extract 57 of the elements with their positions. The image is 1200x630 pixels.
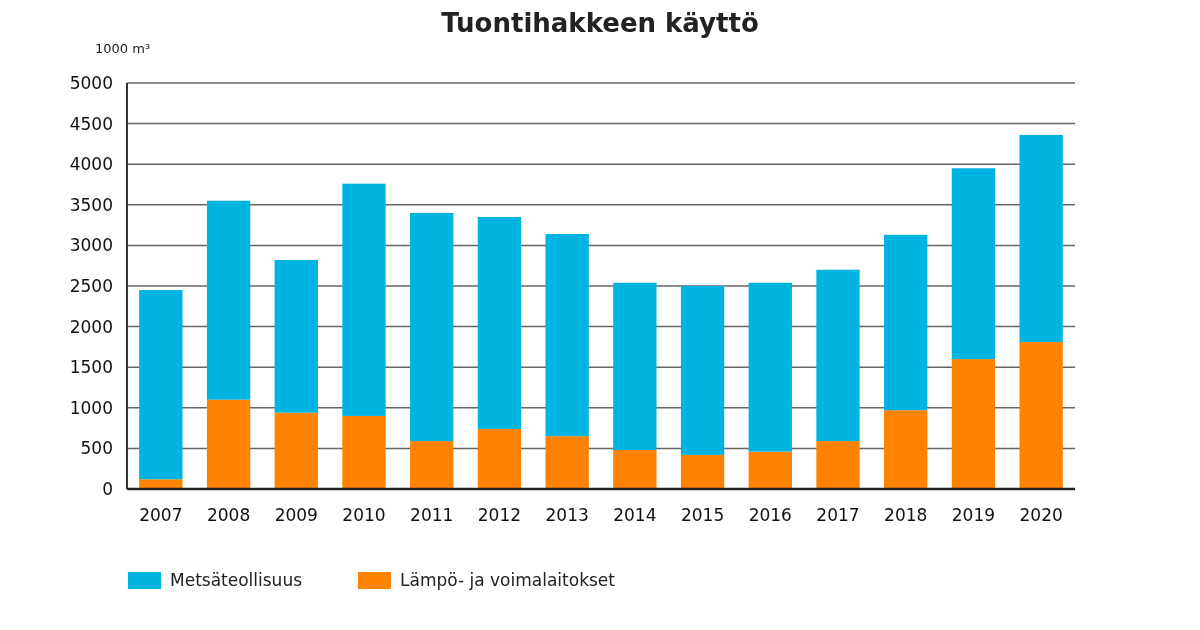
bar <box>545 436 589 489</box>
bar <box>816 269 860 442</box>
bar <box>342 183 386 416</box>
x-tick-label: 2018 <box>884 505 928 525</box>
y-tick-label: 2000 <box>69 316 113 337</box>
x-tick-label: 2015 <box>680 505 725 525</box>
bar <box>477 216 522 429</box>
x-tick-label: 2019 <box>951 505 996 525</box>
bar <box>1019 342 1063 489</box>
bar <box>410 212 454 442</box>
x-tick-label: 2009 <box>274 505 318 525</box>
x-tick-label: 2010 <box>342 505 386 525</box>
bar <box>1019 134 1063 343</box>
y-tick-label: 5000 <box>69 72 113 93</box>
x-tick-label: 2017 <box>816 505 860 525</box>
bar <box>816 441 860 489</box>
y-tick-label: 2500 <box>69 275 113 296</box>
bar <box>884 234 928 411</box>
bar <box>206 399 251 489</box>
bar <box>613 282 657 451</box>
bar <box>545 234 589 437</box>
bar <box>680 286 725 455</box>
bar <box>410 441 454 489</box>
x-tick-label: 2011 <box>410 505 454 525</box>
y-tick-label: 1000 <box>69 397 113 418</box>
bar <box>342 415 386 489</box>
y-tick-label: 4000 <box>69 154 113 175</box>
bar <box>477 428 522 489</box>
bar <box>613 450 657 489</box>
x-tick-label: 2008 <box>206 505 251 525</box>
x-tick-label: 2016 <box>748 505 792 525</box>
bar <box>884 410 928 489</box>
x-tick-label: 2013 <box>545 505 589 525</box>
bar <box>274 412 318 489</box>
bar <box>274 260 318 413</box>
bar <box>951 359 996 489</box>
legend-label: Metsäteollisuus <box>170 569 303 590</box>
bar <box>748 451 792 489</box>
y-tick-label: 3000 <box>69 235 113 256</box>
x-tick-label: 2012 <box>477 505 522 525</box>
x-tick-label: 2007 <box>139 505 183 525</box>
y-tick-label: 0 <box>102 478 113 499</box>
y-tick-label: 500 <box>80 438 113 459</box>
y-tick-label: 3500 <box>69 194 113 215</box>
bar <box>139 290 183 480</box>
bar <box>748 282 792 452</box>
y-tick-label: 4500 <box>69 113 113 134</box>
bar <box>139 479 183 489</box>
x-tick-label: 2020 <box>1019 505 1063 525</box>
bar <box>206 200 251 400</box>
y-tick-label: 1500 <box>69 357 113 378</box>
legend-label: Lämpö- ja voimalaitokset <box>400 569 616 590</box>
bar <box>951 168 996 360</box>
x-tick-label: 2014 <box>613 505 657 525</box>
bar <box>680 454 725 489</box>
y-axis-title: 1000 m³ <box>95 41 151 56</box>
chart-title: Tuontihakkeen käyttö <box>441 8 759 38</box>
